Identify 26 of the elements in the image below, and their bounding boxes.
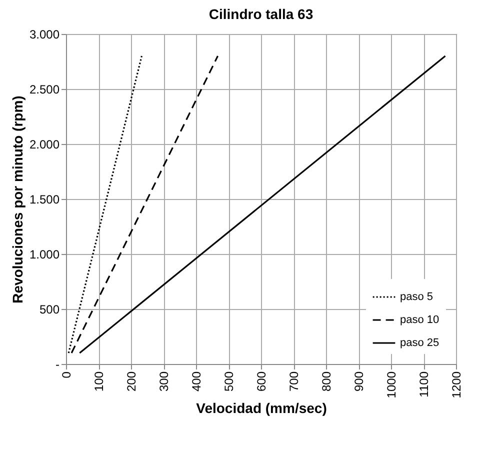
x-tick-label: 0 (60, 371, 74, 378)
y-tick-label: 1.000 (29, 248, 60, 262)
x-tick-label: 700 (287, 371, 301, 392)
y-tick-label: 500 (39, 302, 60, 316)
x-tick-label: 600 (254, 371, 268, 392)
x-tick-label: 1200 (450, 371, 464, 398)
legend-label: paso 5 (400, 291, 434, 303)
x-tick-label: 900 (352, 371, 366, 392)
x-tick-label: 200 (124, 371, 138, 392)
y-tick-label: 2.000 (29, 138, 60, 152)
x-tick-label: 1100 (417, 371, 431, 398)
y-axis-title: Revoluciones por minuto (rpm) (9, 96, 26, 304)
x-tick-label: 400 (190, 371, 204, 392)
x-tick-label: 100 (92, 371, 106, 392)
y-tick-label: - (56, 358, 60, 372)
y-tick-label: 3.000 (29, 28, 60, 42)
x-tick-label: 500 (222, 371, 236, 392)
y-tick-label: 2.500 (29, 82, 60, 96)
x-tick-label: 1000 (384, 371, 398, 398)
legend-label: paso 10 (400, 314, 440, 326)
x-tick-label: 300 (157, 371, 171, 392)
y-tick-label: 1.500 (29, 192, 60, 206)
legend-label: paso 25 (400, 337, 440, 349)
x-tick-label: 800 (320, 371, 334, 392)
x-axis-title: Velocidad (mm/sec) (196, 400, 327, 416)
chart-title: Cilindro talla 63 (208, 6, 314, 22)
